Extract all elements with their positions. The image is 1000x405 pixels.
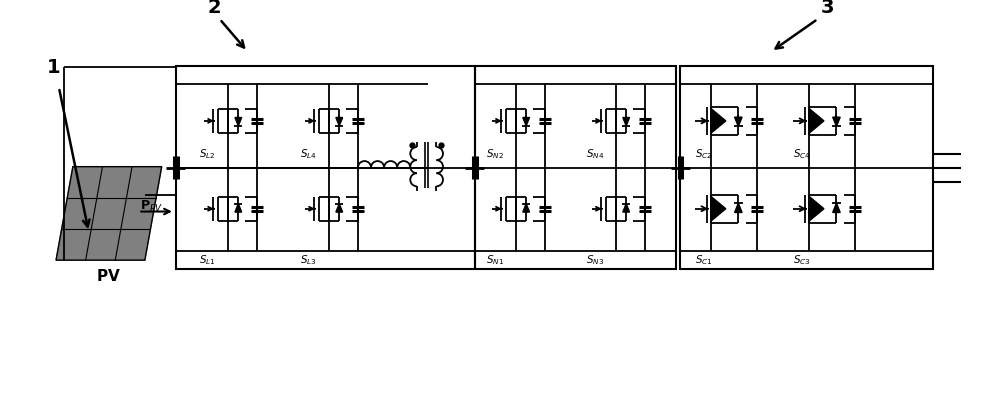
Polygon shape	[623, 118, 630, 127]
Text: $\mathit{S}_{N2}$: $\mathit{S}_{N2}$	[486, 147, 504, 161]
Text: $\mathit{S}_{N3}$: $\mathit{S}_{N3}$	[586, 252, 604, 266]
Polygon shape	[735, 204, 742, 213]
Polygon shape	[711, 197, 726, 222]
Polygon shape	[833, 118, 840, 127]
Polygon shape	[809, 197, 824, 222]
Polygon shape	[336, 204, 343, 213]
Polygon shape	[735, 118, 742, 127]
Polygon shape	[623, 204, 630, 213]
Bar	[475, 66, 676, 270]
Text: $\mathit{S}_{N1}$: $\mathit{S}_{N1}$	[486, 252, 504, 266]
Polygon shape	[235, 118, 242, 127]
Text: $\mathbf{P}_{PV}$: $\mathbf{P}_{PV}$	[140, 199, 163, 214]
Text: $\mathit{S}_{N4}$: $\mathit{S}_{N4}$	[586, 147, 604, 161]
Polygon shape	[711, 109, 726, 134]
Text: 2: 2	[207, 0, 221, 17]
Text: $\mathit{S}_{C4}$: $\mathit{S}_{C4}$	[793, 147, 811, 161]
Text: $\mathit{S}_{C2}$: $\mathit{S}_{C2}$	[695, 147, 712, 161]
Text: 1: 1	[46, 58, 60, 77]
Text: $\mathit{S}_{L3}$: $\mathit{S}_{L3}$	[300, 252, 317, 266]
Text: 3: 3	[820, 0, 834, 17]
Polygon shape	[336, 118, 343, 127]
Text: $\mathit{S}_{C3}$: $\mathit{S}_{C3}$	[793, 252, 811, 266]
Text: $\mathit{S}_{L1}$: $\mathit{S}_{L1}$	[199, 252, 216, 266]
Text: $\mathit{S}_{L2}$: $\mathit{S}_{L2}$	[199, 147, 216, 161]
Polygon shape	[56, 167, 162, 260]
Text: $\mathit{S}_{C1}$: $\mathit{S}_{C1}$	[695, 252, 713, 266]
Bar	[176, 66, 475, 270]
Polygon shape	[809, 109, 824, 134]
Bar	[680, 66, 933, 270]
Text: $\mathbf{PV}$: $\mathbf{PV}$	[96, 267, 121, 284]
Polygon shape	[523, 118, 530, 127]
Polygon shape	[235, 204, 242, 213]
Polygon shape	[523, 204, 530, 213]
Polygon shape	[833, 204, 840, 213]
Text: $\mathit{S}_{L4}$: $\mathit{S}_{L4}$	[300, 147, 317, 161]
